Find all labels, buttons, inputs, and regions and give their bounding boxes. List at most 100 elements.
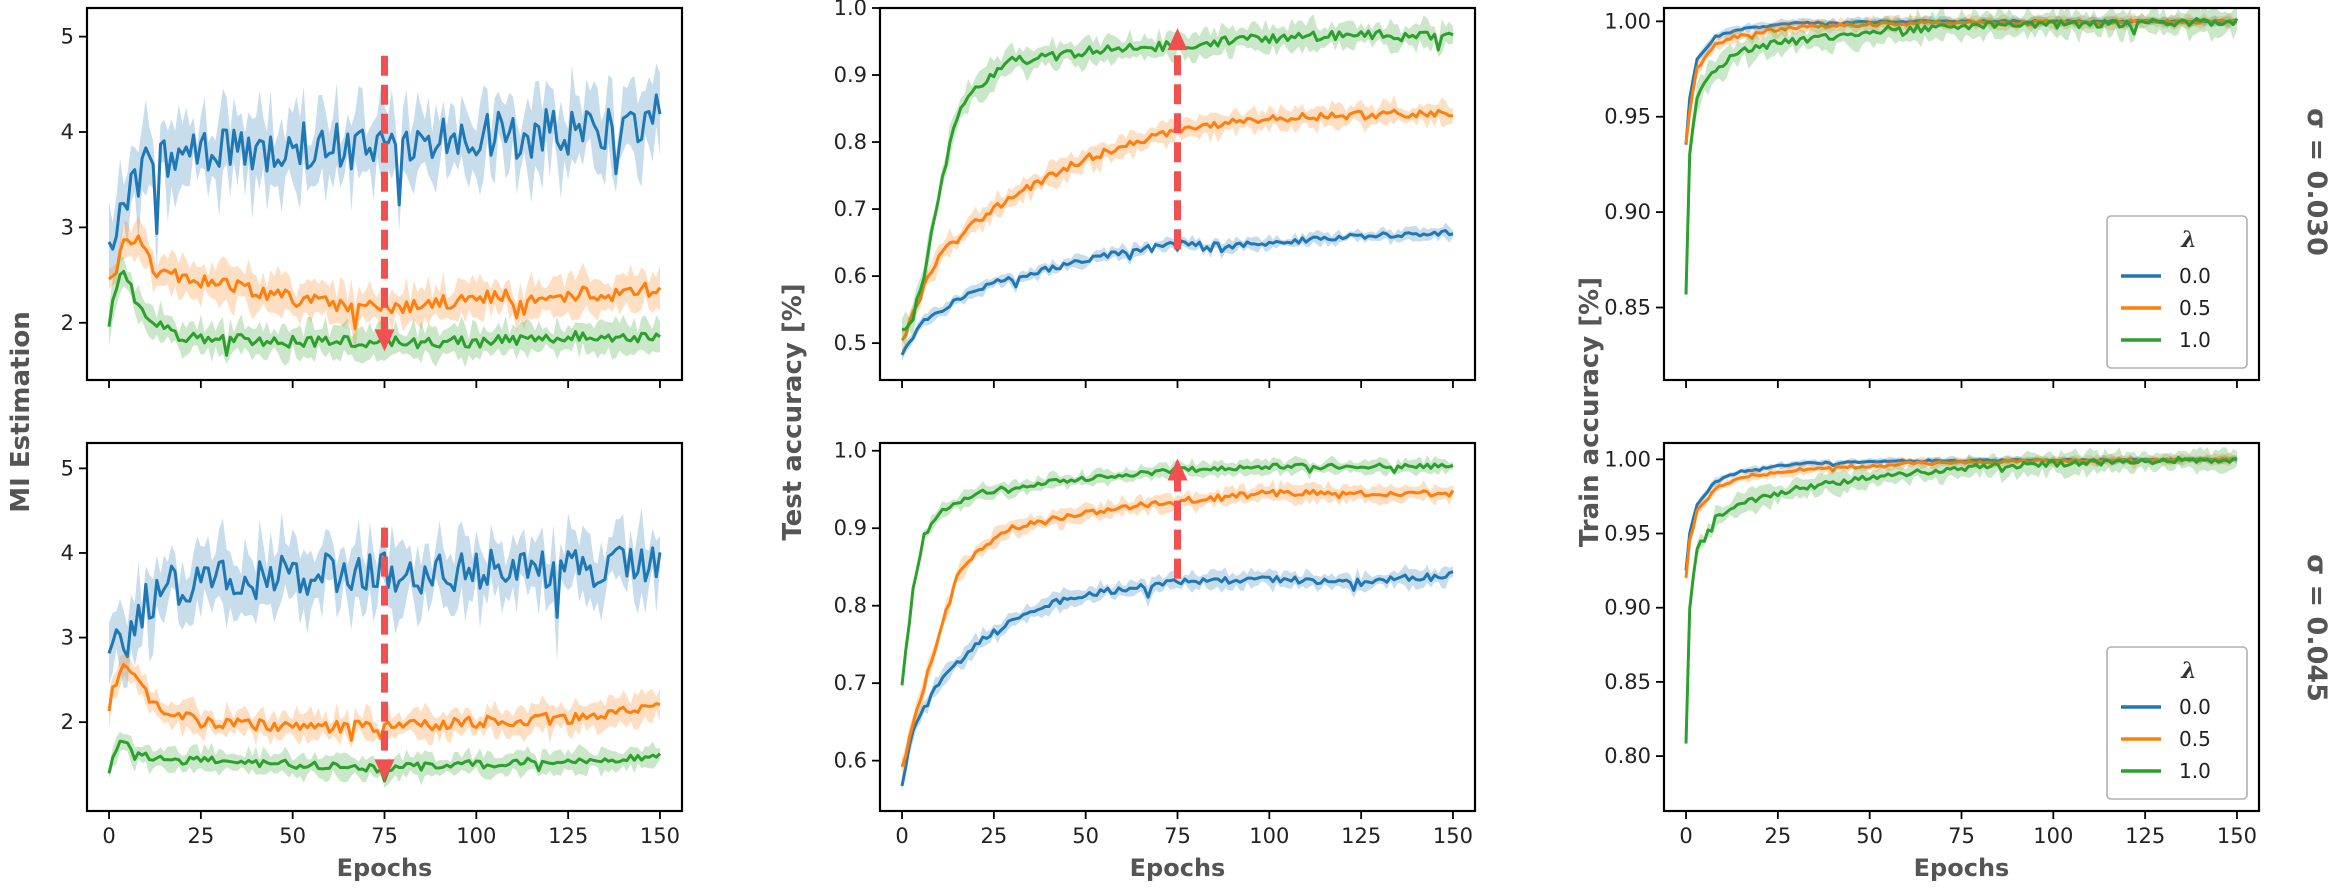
ytick-label: 1.00 [1604, 9, 1651, 33]
ytick-label: 0.6 [834, 749, 867, 773]
chart-panel-mi_sigma_030: 2 3 4 5 [61, 6, 684, 388]
series-band-0.5 [1686, 12, 2237, 151]
legend-entry-1.0: 1.0 [2179, 759, 2211, 783]
series-line-0.0 [107, 93, 662, 251]
ytick-label: 1.0 [834, 0, 867, 20]
xtick-label: 25 [187, 824, 214, 848]
xtick-label: 0 [1679, 824, 1692, 848]
ylabel-test-accuracy: Test accuracy [%] [778, 283, 808, 540]
xtick-label: 100 [1249, 824, 1289, 848]
ytick-label: 0.8 [834, 130, 867, 154]
ytick-label: 4 [61, 541, 74, 565]
series-line-0.0 [900, 570, 1454, 787]
ytick-label: 2 [61, 710, 74, 734]
ytick-label: 0.95 [1604, 105, 1651, 129]
chart-panel-train_sigma_045: 0.80 0.85 0.90 0.95 1.00 0 25 50 75 100 125 150 Epoc… [1604, 441, 2261, 882]
xtick-label: 150 [2217, 824, 2257, 848]
ytick-label: 3 [61, 626, 74, 650]
ytick-label: 0.5 [834, 331, 867, 355]
ylabel-mi-estimation: MI Estimation [6, 311, 36, 513]
series-line-0.5 [107, 663, 661, 742]
row-title-sigma-030: σ = 0.030 [2301, 108, 2332, 256]
ytick-label: 4 [61, 120, 74, 144]
plot-area [1684, 8, 2239, 304]
legend-title: λ [2180, 658, 2196, 684]
ytick-label: 0.7 [834, 671, 867, 695]
series-line-0.0 [900, 229, 1454, 356]
arrow-head [1167, 28, 1188, 51]
legend-box [2106, 646, 2248, 800]
series-band-1.0 [109, 731, 660, 788]
plot-area [107, 55, 662, 368]
xlabel-epochs: Epochs [1914, 854, 2010, 882]
xtick-label: 75 [1164, 824, 1191, 848]
series-band-1.0 [902, 14, 1453, 347]
legend-entry-0.0: 0.0 [2179, 695, 2211, 719]
xtick-label: 125 [1341, 824, 1381, 848]
ytick-label: 5 [61, 25, 74, 49]
xtick-label: 150 [640, 824, 680, 848]
ytick-label: 0.9 [834, 516, 867, 540]
xtick-label: 150 [1433, 824, 1473, 848]
xtick-label: 50 [279, 824, 306, 848]
series-band-0.5 [902, 95, 1453, 355]
arrow-head [374, 759, 395, 782]
xtick-label: 50 [1072, 824, 1099, 848]
ytick-label: 2 [61, 311, 74, 335]
series-band-0.0 [902, 564, 1453, 791]
series-band-0.5 [109, 216, 660, 352]
chart-panel-train_sigma_030: 0.85 0.90 0.95 1.00 λ 0.0 0.5 1.0 [1604, 6, 2261, 388]
legend-entry-1.0: 1.0 [2179, 328, 2211, 352]
series-band-0.5 [1686, 452, 2237, 584]
xtick-label: 125 [2125, 824, 2165, 848]
xlabel-epochs: Epochs [1130, 854, 1226, 882]
chart-panel-test_sigma_045: 0.6 0.7 0.8 0.9 1.0 0 25 50 75 100 125 150 Epochs [834, 439, 1477, 882]
legend-entry-0.5: 0.5 [2179, 727, 2211, 751]
series-line-1.0 [1684, 456, 2238, 744]
ytick-label: 0.80 [1604, 744, 1651, 768]
series-line-0.0 [107, 545, 662, 659]
xtick-label: 25 [1764, 824, 1791, 848]
ylabel-train-accuracy: Train accuracy [%] [1575, 277, 1605, 547]
series-band-0.5 [902, 479, 1453, 777]
ytick-label: 0.9 [834, 63, 867, 87]
xtick-label: 75 [1948, 824, 1975, 848]
ytick-label: 5 [61, 456, 74, 480]
arrow-head [1167, 458, 1188, 481]
legend-entry-0.5: 0.5 [2179, 296, 2211, 320]
ytick-label: 0.6 [834, 264, 867, 288]
arrow-head [374, 329, 395, 352]
ytick-label: 0.85 [1604, 296, 1651, 320]
legend: λ 0.0 0.5 1.0 [2106, 646, 2248, 800]
ytick-label: 1.0 [834, 439, 867, 463]
ytick-label: 0.8 [834, 594, 867, 618]
plot-area [900, 455, 1455, 791]
legend-title: λ [2180, 227, 2196, 253]
row-title-sigma-045: σ = 0.045 [2301, 554, 2332, 702]
xtick-label: 75 [371, 824, 398, 848]
xtick-label: 100 [456, 824, 496, 848]
ytick-label: 0.90 [1604, 200, 1651, 224]
xtick-label: 25 [980, 824, 1007, 848]
xtick-label: 100 [2033, 824, 2073, 848]
xtick-label: 50 [1856, 824, 1883, 848]
xtick-label: 0 [102, 824, 115, 848]
ytick-label: 0.90 [1604, 596, 1651, 620]
series-line-1.0 [1684, 16, 2239, 295]
xtick-label: 125 [548, 824, 588, 848]
xtick-label: 0 [895, 824, 908, 848]
ytick-label: 1.00 [1604, 447, 1651, 471]
ytick-label: 0.85 [1604, 670, 1651, 694]
legend-entry-0.0: 0.0 [2179, 264, 2211, 288]
ytick-label: 0.7 [834, 197, 867, 221]
legend-box [2106, 215, 2248, 369]
plot-area [107, 507, 662, 788]
ytick-label: 3 [61, 215, 74, 239]
chart-panel-test_sigma_030: 0.5 0.6 0.7 0.8 0.9 1.0 [834, 0, 1477, 388]
plot-area [1684, 446, 2238, 749]
ytick-label: 0.95 [1604, 522, 1651, 546]
xlabel-epochs: Epochs [337, 854, 433, 882]
